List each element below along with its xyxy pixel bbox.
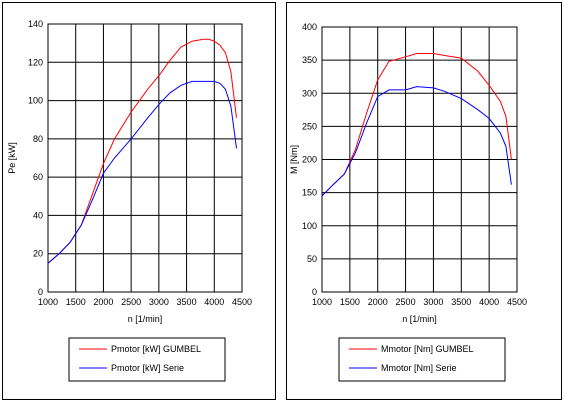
x-tick-label: 3500 xyxy=(177,297,197,307)
y-tick-label: 350 xyxy=(302,55,317,65)
y-tick-label: 60 xyxy=(33,172,43,182)
x-tick-label: 1500 xyxy=(66,297,86,307)
legend-box xyxy=(338,337,506,382)
y-tick-label: 100 xyxy=(28,96,43,106)
y-tick-label: 150 xyxy=(302,188,317,198)
x-tick-label: 1000 xyxy=(312,297,332,307)
x-tick-label: 3500 xyxy=(451,297,471,307)
y-tick-label: 0 xyxy=(38,287,43,297)
legend-box xyxy=(68,337,226,382)
plot-area xyxy=(47,23,243,293)
series-line-1 xyxy=(321,53,512,197)
x-tick-label: 3000 xyxy=(423,297,443,307)
y-tick-label: 50 xyxy=(307,254,317,264)
y-tick-label: 80 xyxy=(33,134,43,144)
x-tick-label: 2500 xyxy=(396,297,416,307)
y-axis-label: M [Nm] xyxy=(289,145,299,174)
y-tick-label: 200 xyxy=(302,155,317,165)
y-tick-label: 20 xyxy=(33,249,43,259)
legend-label-2: Mmotor [Nm] Serie xyxy=(381,363,457,373)
torque-chart: 1000 1500 2000 2500 3000 3500 4000 4500 0 50 100 15… xyxy=(289,22,527,382)
x-tick-label: 2000 xyxy=(93,297,113,307)
x-tick-label: 4000 xyxy=(204,297,224,307)
legend-label-2: Pmotor [kW] Serie xyxy=(111,363,184,373)
chart-panel-power: 1000 1500 2000 2500 3000 3500 4000 4500 0 20 40 60 8… xyxy=(2,2,276,400)
legend-label-1: Pmotor [kW] GUMBEL xyxy=(111,344,201,354)
x-tick-label: 1000 xyxy=(38,297,58,307)
series-line-2 xyxy=(47,80,237,264)
y-tick-label: 300 xyxy=(302,88,317,98)
x-tick-label: 1500 xyxy=(340,297,360,307)
x-tick-label: 4000 xyxy=(479,297,499,307)
y-tick-label: 140 xyxy=(28,19,43,29)
y-tick-label: 100 xyxy=(302,221,317,231)
x-tick-label: 3000 xyxy=(149,297,169,307)
x-tick-label: 4500 xyxy=(232,297,252,307)
x-tick-label: 2000 xyxy=(368,297,388,307)
legend-label-1: Mmotor [Nm] GUMBEL xyxy=(381,344,474,354)
y-tick-label: 0 xyxy=(312,287,317,297)
power-chart: 1000 1500 2000 2500 3000 3500 4000 4500 0 20 40 60 8… xyxy=(7,19,252,382)
y-tick-label: 120 xyxy=(28,57,43,67)
y-tick-label: 250 xyxy=(302,121,317,131)
x-axis-label: n [1/min] xyxy=(402,314,437,324)
chart-panel-torque: 1000 1500 2000 2500 3000 3500 4000 4500 0 50 100 15… xyxy=(286,2,562,400)
y-axis-label: Pe [kW] xyxy=(7,142,17,174)
y-tick-label: 400 xyxy=(302,22,317,32)
series-line-2 xyxy=(321,86,512,197)
y-tick-label: 40 xyxy=(33,210,43,220)
x-axis-label: n [1/min] xyxy=(128,314,163,324)
x-tick-label: 2500 xyxy=(121,297,141,307)
x-tick-label: 4500 xyxy=(507,297,527,307)
